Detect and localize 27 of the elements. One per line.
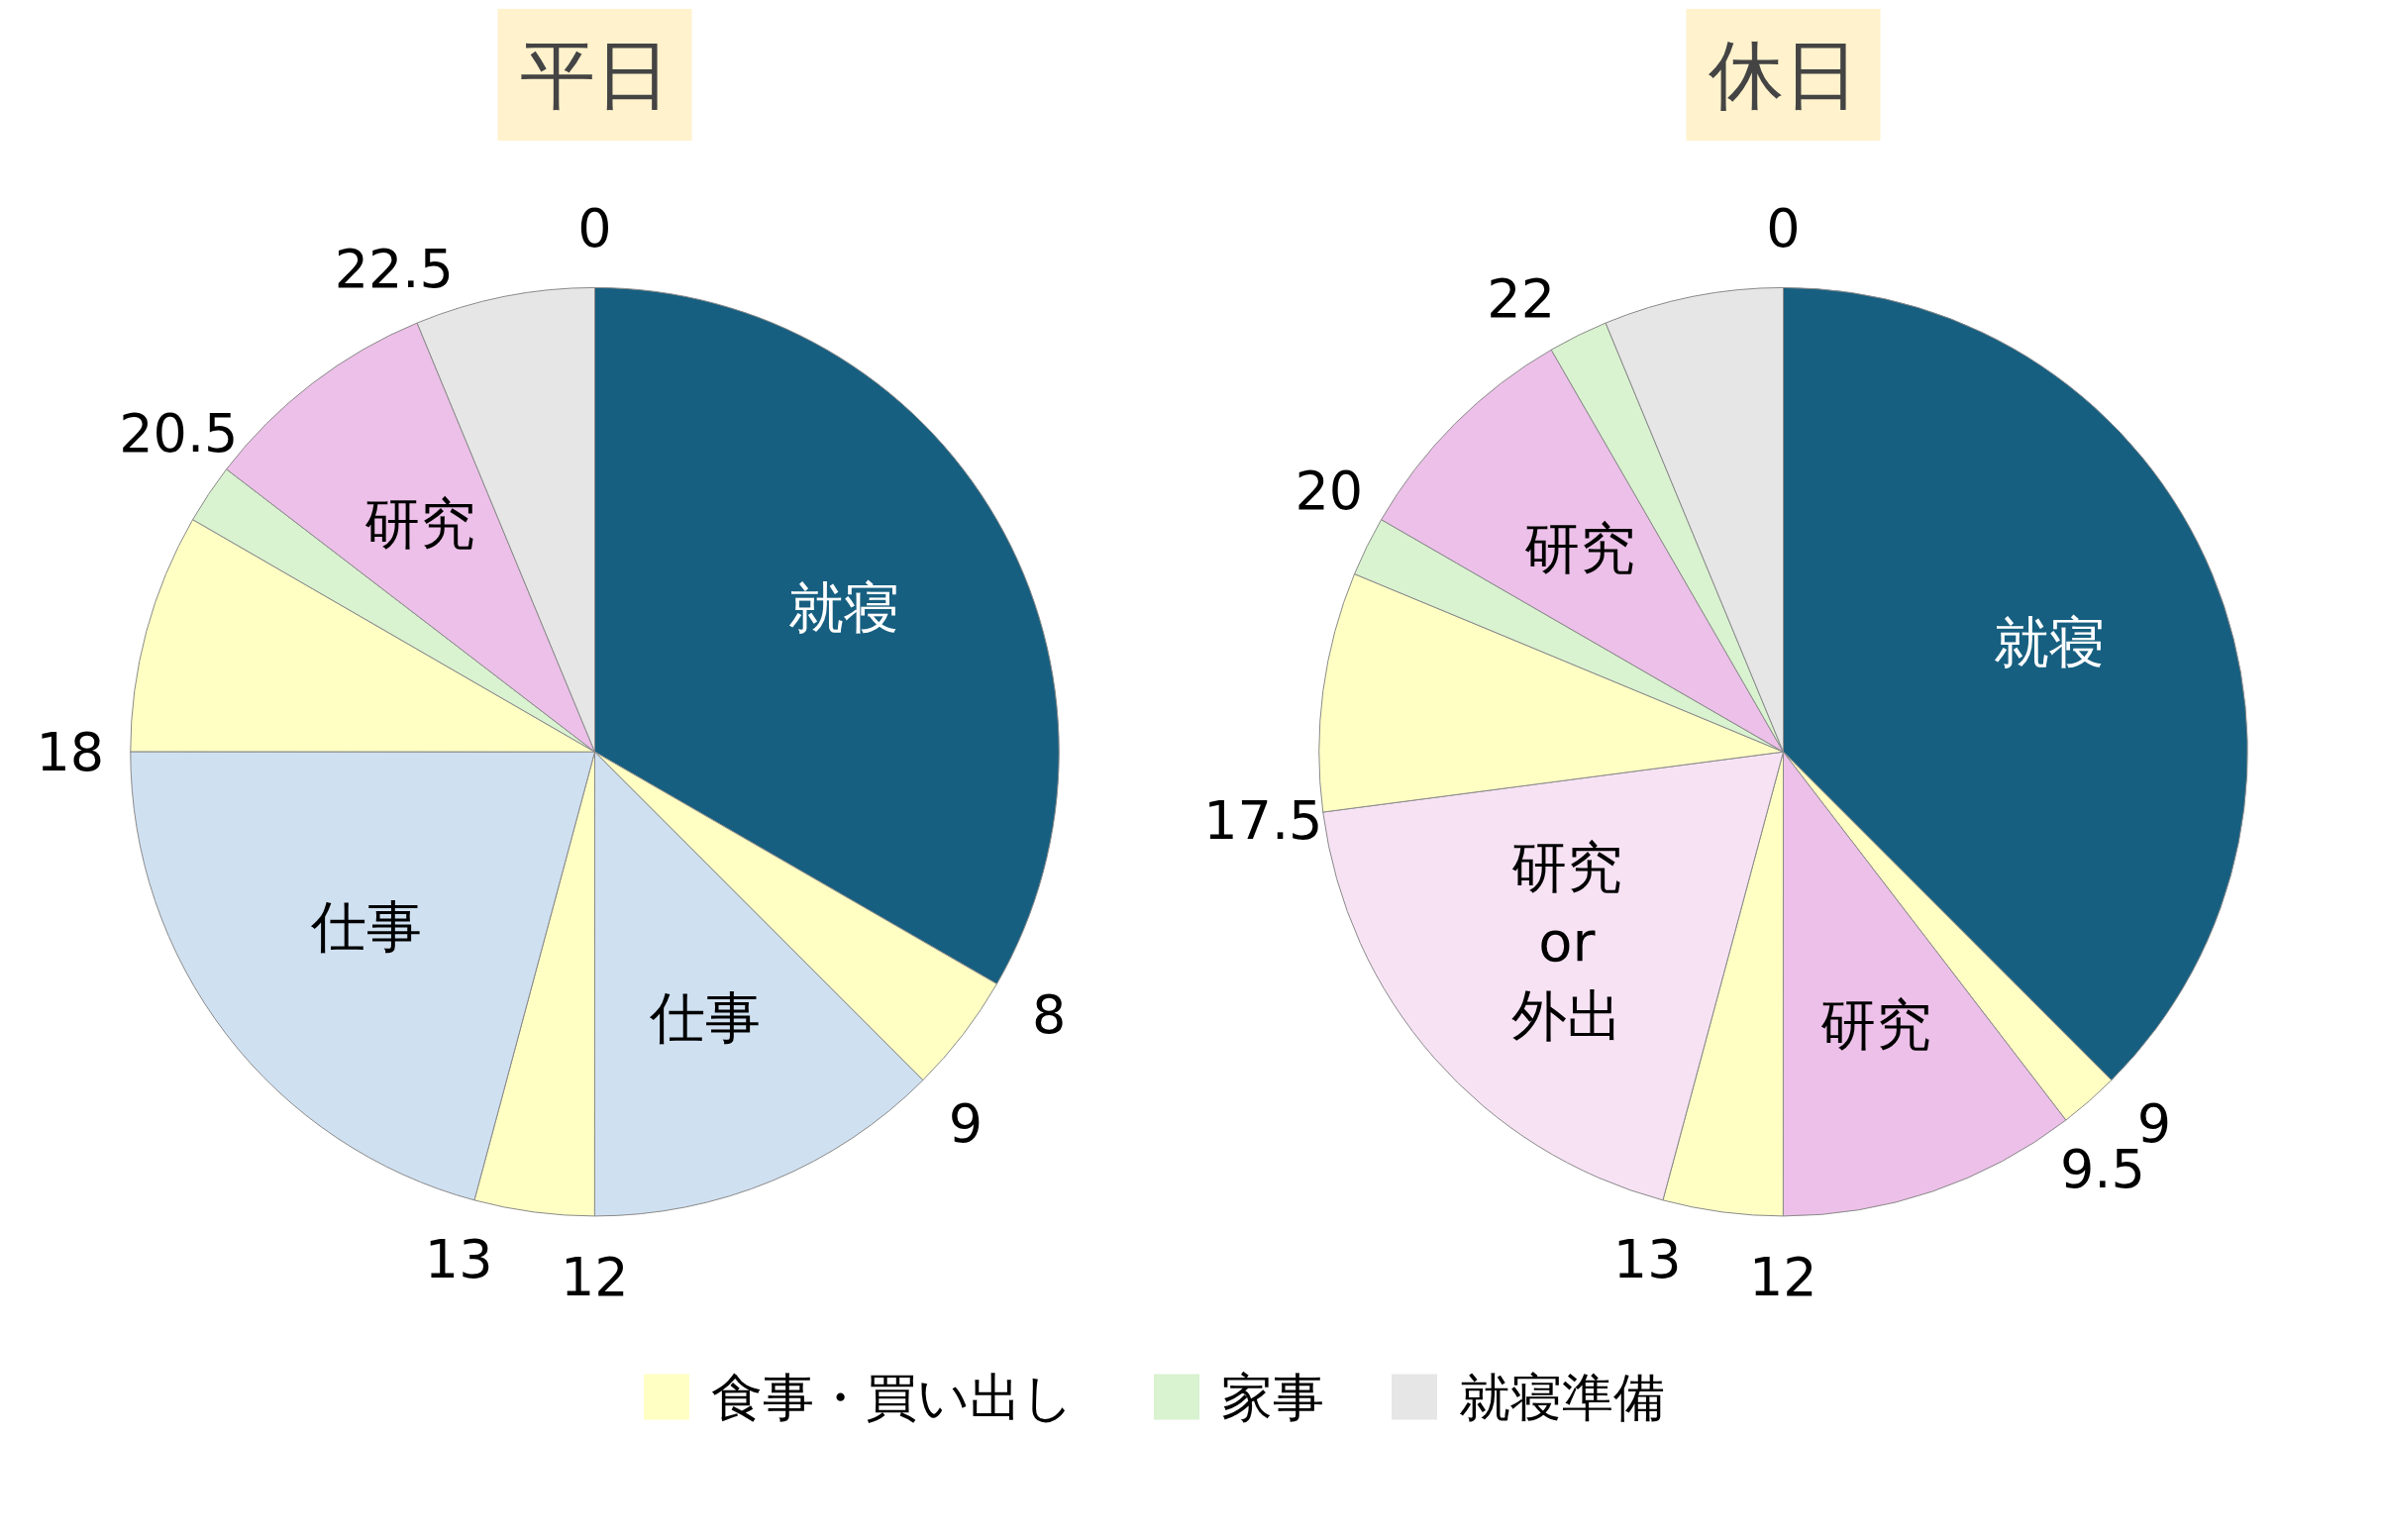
data-label: 研究 — [1524, 516, 1636, 581]
chart-title: 平日 — [519, 30, 671, 119]
text: 0 — [1766, 197, 1801, 260]
legend-label: 家事 — [1221, 1367, 1324, 1427]
text: 13 — [1612, 1227, 1682, 1290]
legend-label: 就寝準備 — [1459, 1367, 1665, 1427]
text: 9 — [948, 1091, 984, 1155]
text: 18 — [36, 721, 105, 784]
text: 0 — [577, 197, 612, 260]
data-label: 就寝 — [1994, 609, 2106, 674]
text: 17.5 — [1203, 789, 1323, 853]
data-label: 仕事 — [648, 984, 761, 1050]
data-label: 研究 — [1819, 991, 1931, 1057]
text: 22 — [1487, 267, 1556, 331]
data-label: 研究 or 外出 — [1510, 835, 1622, 1048]
text: 22.5 — [334, 237, 454, 300]
text: 20.5 — [119, 402, 239, 465]
text: 8 — [1032, 983, 1067, 1047]
text: 12 — [1748, 1245, 1817, 1308]
data-label: 就寝 — [788, 575, 900, 641]
data-label: 研究 — [363, 491, 475, 557]
chart-title: 休日 — [1708, 30, 1859, 119]
text: 20 — [1295, 459, 1364, 522]
data-label: 仕事 — [309, 894, 422, 960]
text: 12 — [560, 1245, 629, 1308]
text: 13 — [424, 1227, 493, 1290]
legend-label: 食事・買い出し — [711, 1367, 1074, 1427]
